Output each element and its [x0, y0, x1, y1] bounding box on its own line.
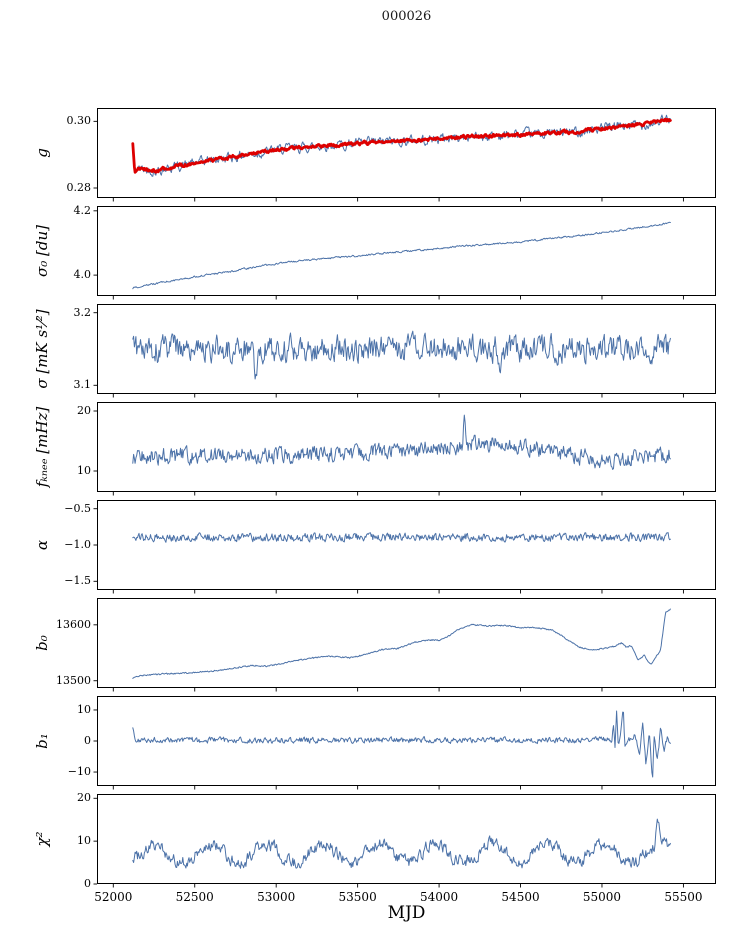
y-tick-label-fknee: 20 [77, 404, 91, 417]
panel-chi2 [93, 794, 716, 888]
series-b0-0 [132, 608, 671, 679]
y-tick-label-alpha: −0.5 [64, 501, 91, 515]
y-axis-label-sigma0: σ₀ [du] [33, 225, 51, 277]
y-tick-label-b0: 13500 [56, 673, 91, 687]
y-tick-label-g: 0.28 [66, 181, 92, 194]
panel-frame [97, 696, 716, 786]
x-tick-label: 52000 [94, 890, 133, 904]
series-g-0 [132, 114, 671, 177]
y-tick-label-chi2: 0 [84, 877, 91, 890]
panel-frame [97, 402, 716, 492]
panel-frame [97, 304, 716, 394]
chart-title: 000026 [381, 9, 432, 24]
panel-b1 [93, 696, 716, 790]
series-g-1 [131, 117, 672, 174]
x-axis-title: MJD [387, 903, 426, 923]
y-tick-label-alpha: −1.0 [64, 538, 91, 551]
y-tick-label-b0: 13600 [56, 617, 91, 631]
panel-sigma0 [93, 206, 716, 300]
y-tick-label-sigma0: 4.2 [73, 203, 92, 217]
series-fknee-0 [132, 414, 671, 470]
x-tick-label: 53500 [338, 890, 377, 904]
panel-g [93, 108, 716, 202]
series-chi2-0 [132, 818, 671, 869]
panel-sigma [93, 304, 716, 398]
y-axis-label-alpha: α [33, 539, 51, 551]
y-tick-label-chi2: 20 [77, 791, 91, 805]
x-tick-label: 52500 [175, 890, 214, 904]
y-tick-label-sigma: 3.2 [73, 305, 92, 319]
y-axis-label-chi2: χ² [33, 831, 51, 847]
y-tick-label-b1: 10 [77, 702, 91, 716]
y-axis-label-g: g [33, 148, 51, 158]
x-tick-label: 55500 [664, 890, 703, 904]
x-tick-label: 53000 [257, 890, 296, 904]
y-tick-label-b1: 0 [84, 734, 91, 747]
y-tick-label-alpha: −1.5 [64, 574, 91, 588]
y-tick-label-chi2: 10 [77, 834, 91, 848]
x-tick-label: 54000 [419, 890, 459, 904]
y-tick-label-g: 0.30 [66, 114, 92, 128]
panel-frame [97, 500, 716, 590]
y-tick-label-fknee: 10 [77, 464, 91, 477]
panel-alpha [93, 500, 716, 594]
panel-frame [97, 206, 716, 296]
y-axis-label-b1: b₁ [33, 733, 51, 749]
panel-fknee [93, 402, 716, 496]
y-tick-label-sigma: 3.1 [73, 378, 92, 392]
y-axis-label-sigma: σ [mK s¹⁄²] [33, 309, 51, 389]
series-alpha-0 [132, 532, 671, 543]
y-axis-label-fknee: fₖₙₑₑ [mHz] [33, 406, 51, 488]
series-sigma0-0 [132, 221, 671, 290]
panel-frame [97, 108, 716, 198]
y-tick-label-b1: −10 [67, 765, 91, 779]
panel-frame [97, 794, 716, 884]
x-tick-label: 54500 [501, 890, 540, 904]
series-b1-0 [132, 710, 671, 778]
x-tick-label: 55000 [582, 890, 622, 904]
panel-b0 [93, 598, 716, 692]
panel-frame [97, 598, 716, 688]
series-sigma-0 [132, 330, 671, 380]
y-axis-label-b0: b₀ [33, 635, 51, 651]
y-tick-label-sigma0: 4.0 [73, 268, 92, 282]
